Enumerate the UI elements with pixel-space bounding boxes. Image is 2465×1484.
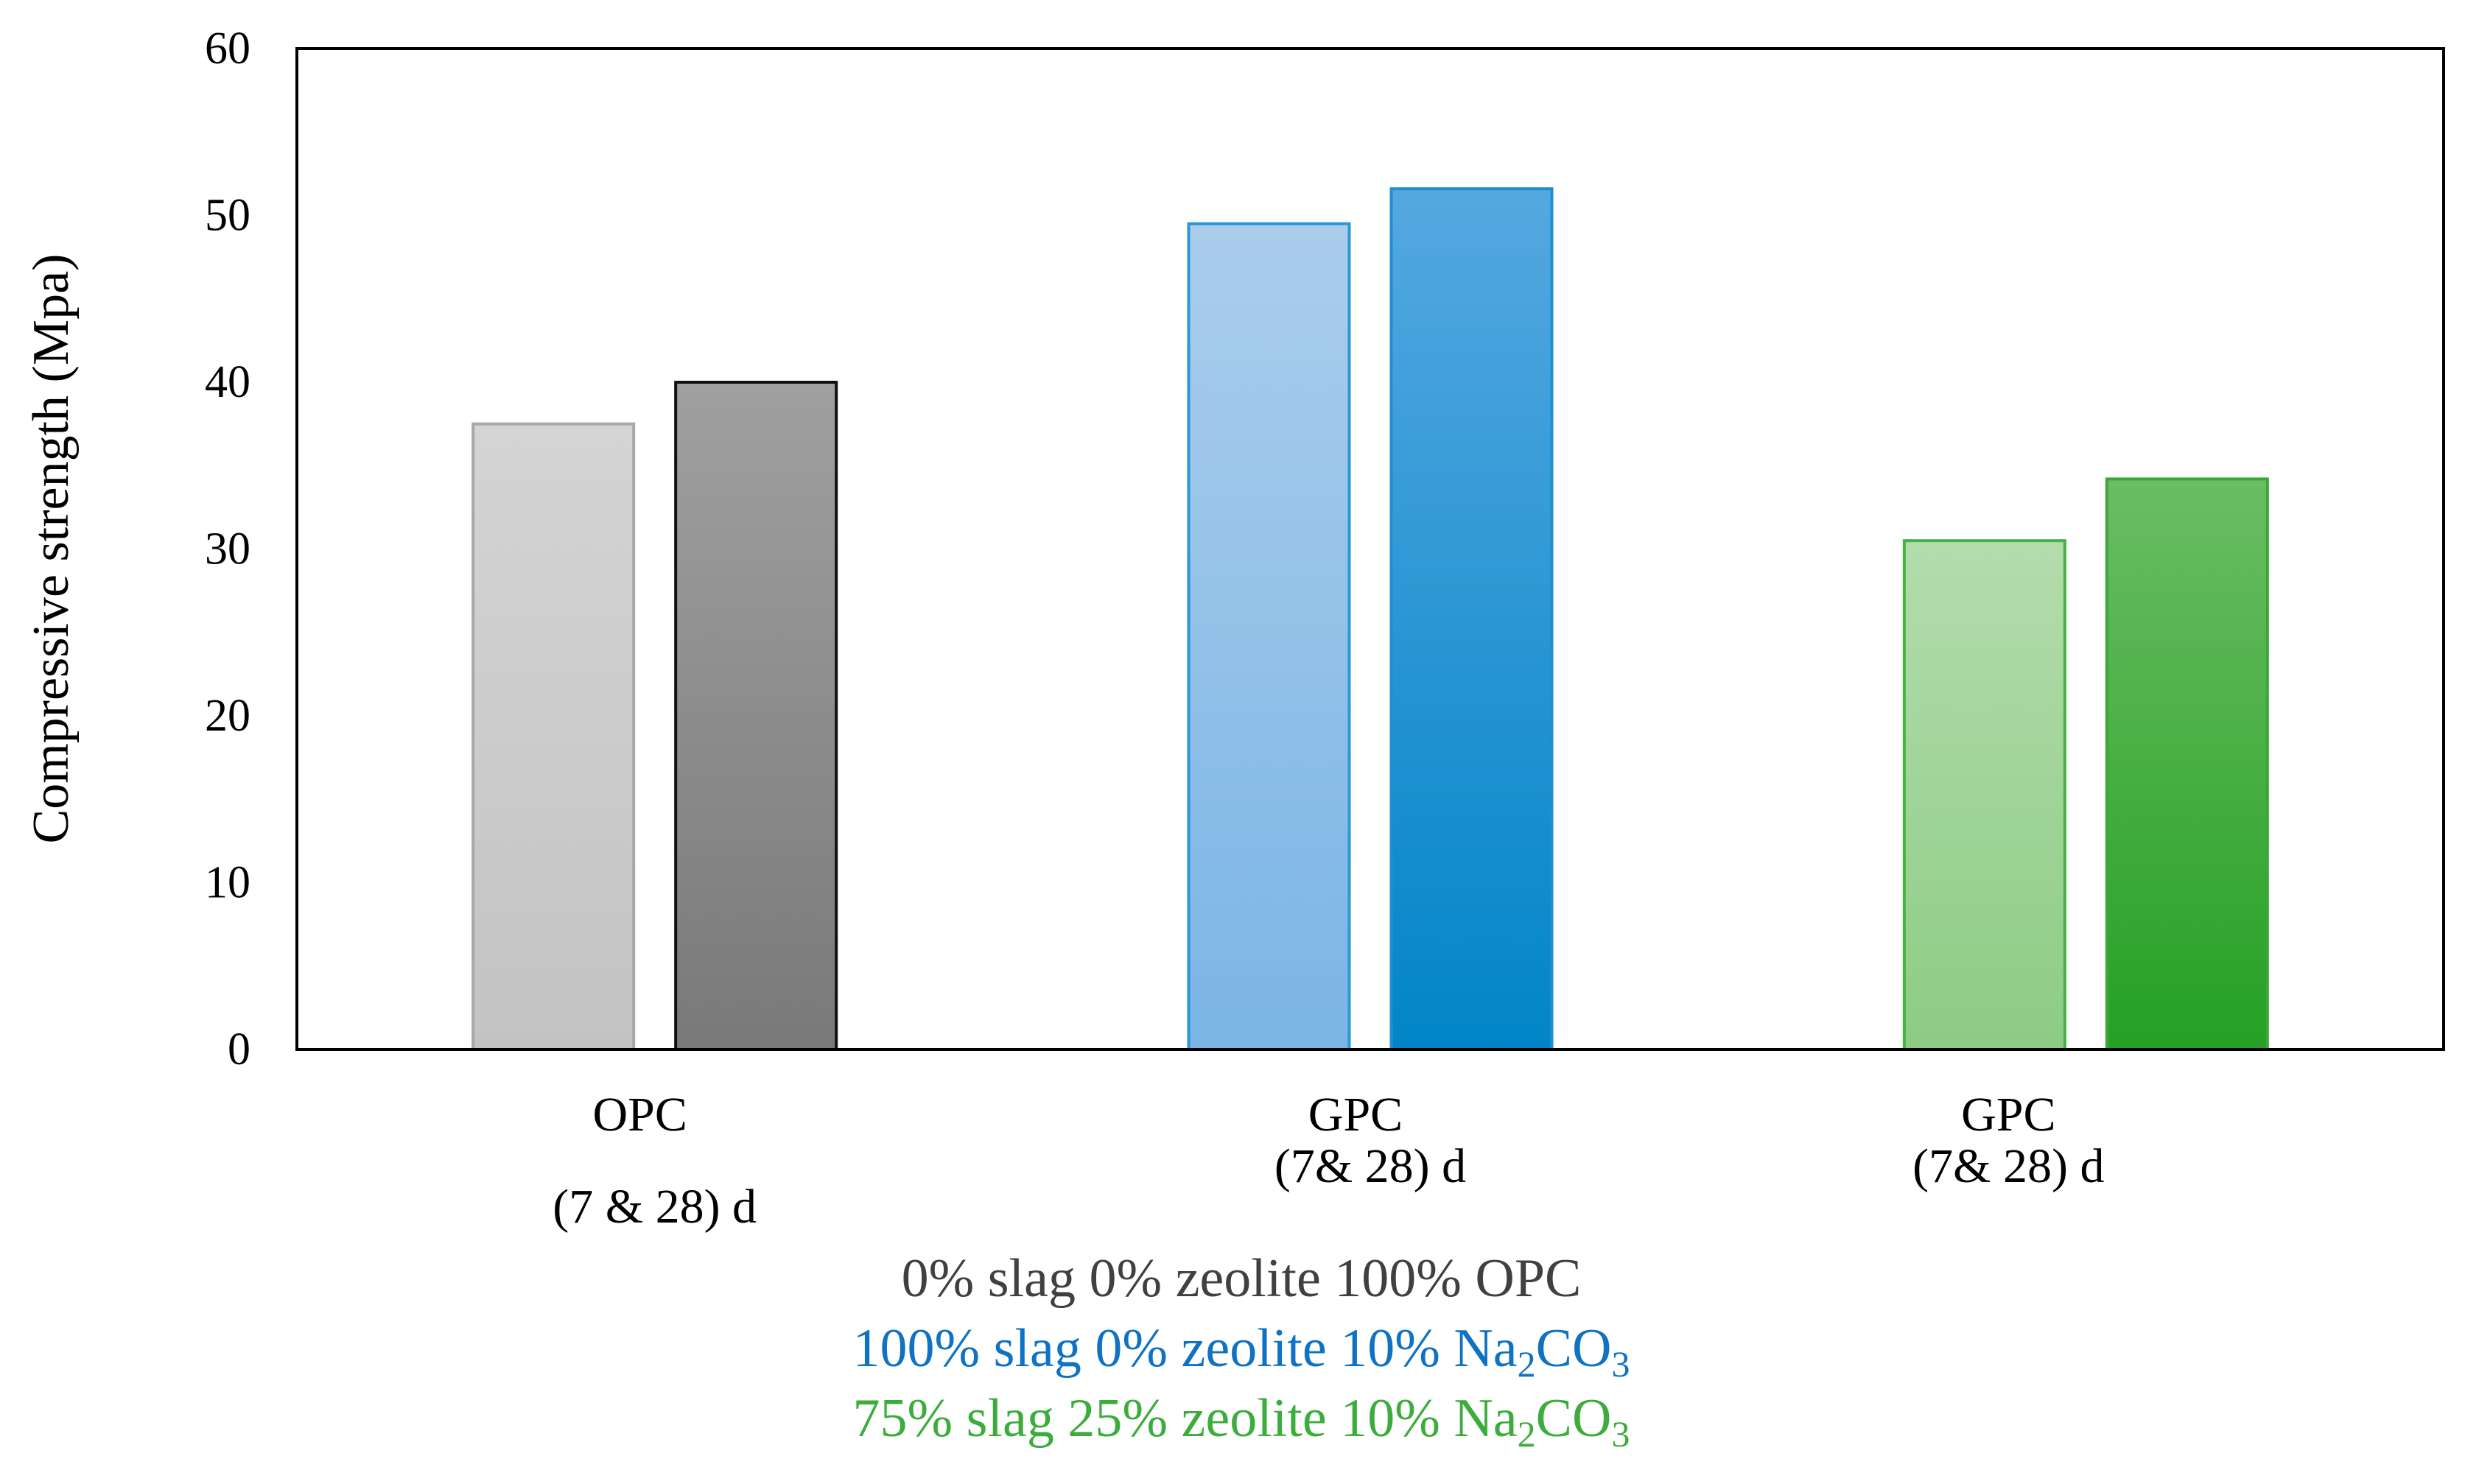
y-axis: 0 10 20 30 40 50 60 bbox=[205, 24, 250, 1075]
y-axis-title: Compressive strength (Mpa) bbox=[23, 254, 80, 844]
bar-2-28d bbox=[1389, 187, 1554, 1051]
bar-3-7d bbox=[1902, 539, 2066, 1051]
y-tick-label: 50 bbox=[205, 191, 250, 241]
category-label: GPC bbox=[1308, 1088, 1403, 1142]
y-tick-label: 30 bbox=[205, 524, 250, 574]
y-tick-label: 40 bbox=[205, 357, 250, 407]
legend-entry: 0% slag 0% zeolite 100% OPC bbox=[902, 1248, 1582, 1309]
plot-area-frame bbox=[295, 47, 2445, 1051]
y-tick-label: 20 bbox=[205, 691, 250, 741]
bar-1-28d bbox=[674, 381, 838, 1051]
legend: 0% slag 0% zeolite 100% OPC 100% slag 0% … bbox=[853, 1248, 1630, 1455]
bars-layer bbox=[471, 187, 2269, 1052]
bar-1-7d bbox=[471, 422, 636, 1051]
category-sublabel: (7& 28) d bbox=[1274, 1139, 1466, 1193]
legend-entry: 100% slag 0% zeolite 10% Na2CO3 bbox=[853, 1318, 1630, 1385]
category-label: OPC bbox=[592, 1088, 687, 1142]
bar-3-28d bbox=[2105, 477, 2269, 1051]
category-label: GPC bbox=[1961, 1088, 2055, 1142]
bar-2-7d bbox=[1187, 222, 1351, 1052]
legend-entry: 75% slag 25% zeolite 10% Na2CO3 bbox=[853, 1388, 1630, 1455]
category-sublabel: (7 & 28) d bbox=[553, 1180, 757, 1234]
category-sublabel: (7& 28) d bbox=[1912, 1139, 2104, 1193]
y-tick-label: 60 bbox=[205, 24, 250, 74]
y-tick-label: 0 bbox=[228, 1024, 250, 1075]
y-tick-label: 10 bbox=[205, 858, 250, 908]
